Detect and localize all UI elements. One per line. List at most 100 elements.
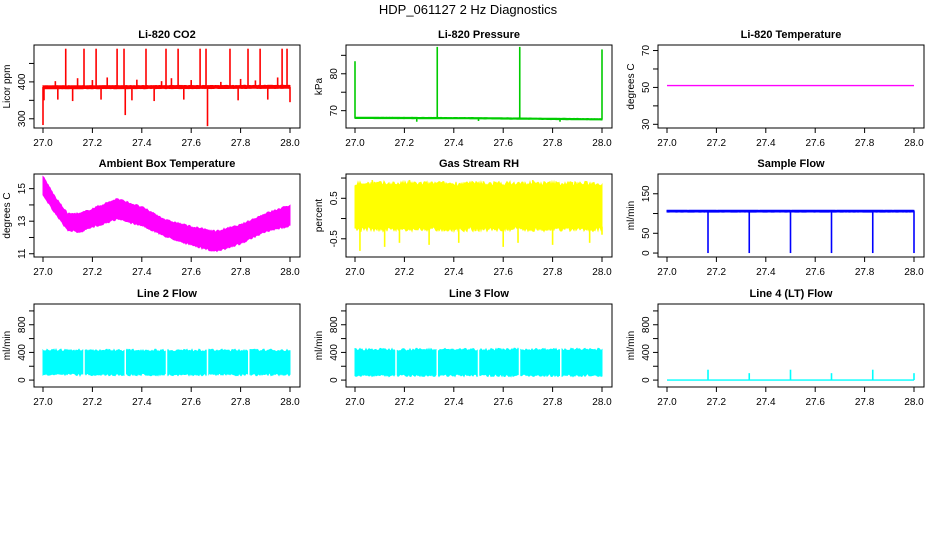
y-tick-label: 0	[329, 377, 340, 383]
chart-panel: Gas Stream RH percent 27.0 27.2 27.4 27.6 27.8…	[314, 158, 613, 278]
x-tick-label: 27.4	[444, 138, 464, 149]
chart-title: Li-820 Temperature	[741, 29, 842, 41]
y-tick-label: 30	[641, 118, 652, 130]
x-tick-label: 28.0	[280, 267, 300, 278]
chart-title: Line 3 Flow	[449, 288, 509, 300]
x-tick-label: 27.4	[444, 267, 464, 278]
y-axis-label: degrees C	[626, 63, 637, 109]
y-axis-label: ml/min	[626, 331, 637, 360]
x-tick-label: 27.6	[493, 138, 513, 149]
y-tick-label: -0.5	[329, 230, 340, 248]
y-tick-label: 800	[641, 316, 652, 333]
x-tick-label: 27.4	[756, 397, 776, 408]
plot-area	[42, 304, 291, 387]
x-tick-label: 27.8	[543, 267, 563, 278]
plot-frame	[345, 44, 613, 129]
series-band	[354, 179, 603, 233]
chart-panel: Sample Flow ml/min 27.0 27.2 27.4 27.6 27.8 28.…	[626, 158, 925, 278]
y-tick-label: 150	[641, 185, 652, 202]
plot-area	[42, 175, 291, 253]
x-tick-label: 28.0	[904, 267, 924, 278]
x-tick-label: 27.4	[756, 138, 776, 149]
chart-panel: Li-820 Temperature degrees C 27.0 27.2 27.4 2…	[626, 29, 925, 149]
y-tick-label: 70	[329, 105, 340, 117]
x-tick-label: 27.6	[181, 267, 201, 278]
x-tick-label: 27.0	[33, 397, 53, 408]
x-tick-label: 27.2	[707, 267, 727, 278]
x-tick-label: 27.2	[707, 138, 727, 149]
x-tick-label: 27.8	[855, 397, 875, 408]
y-tick-label: 80	[329, 68, 340, 80]
x-tick-label: 27.0	[657, 138, 677, 149]
x-tick-label: 27.6	[805, 138, 825, 149]
x-tick-label: 27.2	[83, 267, 103, 278]
plot-frame	[345, 173, 613, 258]
plot-area	[354, 179, 603, 251]
x-tick-label: 28.0	[592, 267, 612, 278]
x-tick-label: 27.8	[231, 267, 251, 278]
y-tick-label: 0.5	[329, 191, 340, 205]
y-tick-label: 15	[17, 183, 28, 195]
x-tick-label: 27.8	[543, 138, 563, 149]
plot-frame	[657, 173, 925, 258]
y-axis-label: degrees C	[2, 192, 13, 238]
x-tick-label: 27.2	[395, 138, 415, 149]
y-axis-label: ml/min	[2, 331, 13, 360]
y-tick-label: 400	[17, 344, 28, 361]
y-tick-label: 50	[641, 81, 652, 93]
x-tick-label: 28.0	[592, 397, 612, 408]
x-tick-label: 28.0	[280, 138, 300, 149]
plot-area	[666, 209, 915, 254]
x-tick-label: 27.0	[33, 267, 53, 278]
x-tick-label: 27.8	[855, 138, 875, 149]
x-tick-label: 27.6	[805, 397, 825, 408]
x-tick-label: 27.4	[132, 138, 152, 149]
x-tick-label: 27.4	[444, 397, 464, 408]
y-tick-label: 400	[641, 344, 652, 361]
x-tick-label: 27.4	[756, 267, 776, 278]
x-tick-label: 27.0	[657, 267, 677, 278]
plot-area	[667, 369, 915, 381]
x-tick-label: 27.2	[395, 397, 415, 408]
x-tick-label: 27.2	[395, 267, 415, 278]
x-tick-label: 27.0	[33, 138, 53, 149]
y-axis-label: kPa	[314, 77, 325, 95]
x-tick-label: 27.4	[132, 397, 152, 408]
y-tick-label: 50	[641, 227, 652, 239]
x-tick-label: 27.6	[181, 138, 201, 149]
x-tick-label: 27.8	[231, 138, 251, 149]
plot-frame	[657, 44, 925, 129]
chart-panel: Li-820 Pressure kPa 27.0 27.2 27.4 27.6 27.8 28…	[314, 29, 613, 149]
x-tick-label: 27.0	[657, 397, 677, 408]
x-tick-label: 27.0	[345, 138, 365, 149]
chart-title: Ambient Box Temperature	[99, 158, 236, 170]
y-tick-label: 400	[17, 73, 28, 90]
x-tick-label: 27.2	[83, 397, 103, 408]
y-tick-label: 11	[17, 248, 28, 259]
x-tick-label: 27.4	[132, 267, 152, 278]
y-axis-label: ml/min	[626, 201, 637, 230]
x-tick-label: 27.8	[543, 397, 563, 408]
y-tick-label: 70	[641, 45, 652, 57]
plot-frame	[33, 303, 301, 388]
chart-panel: Line 2 Flow ml/min 27.0 27.2 27.4 27.6 27.8 28.…	[2, 288, 301, 408]
y-tick-label: 0	[641, 250, 652, 256]
y-tick-label: 0	[641, 377, 652, 383]
figure-title: HDP_061127 2 Hz Diagnostics	[379, 2, 558, 17]
chart-title: Gas Stream RH	[439, 158, 519, 170]
plot-area	[354, 304, 603, 387]
chart-title: Line 4 (LT) Flow	[750, 288, 833, 300]
x-tick-label: 27.6	[493, 267, 513, 278]
chart-title: Li-820 Pressure	[438, 29, 520, 41]
x-tick-label: 28.0	[280, 397, 300, 408]
y-axis-label: percent	[314, 199, 325, 233]
x-tick-label: 27.2	[83, 138, 103, 149]
chart-title: Sample Flow	[757, 158, 825, 170]
y-tick-label: 400	[329, 344, 340, 361]
plot-frame	[657, 303, 925, 388]
x-tick-label: 28.0	[904, 138, 924, 149]
x-tick-label: 27.2	[707, 397, 727, 408]
x-tick-label: 27.0	[345, 397, 365, 408]
chart-panel: Li-820 CO2 Licor ppm 27.0 27.2 27.4 27.6 27.8 2…	[2, 29, 301, 149]
